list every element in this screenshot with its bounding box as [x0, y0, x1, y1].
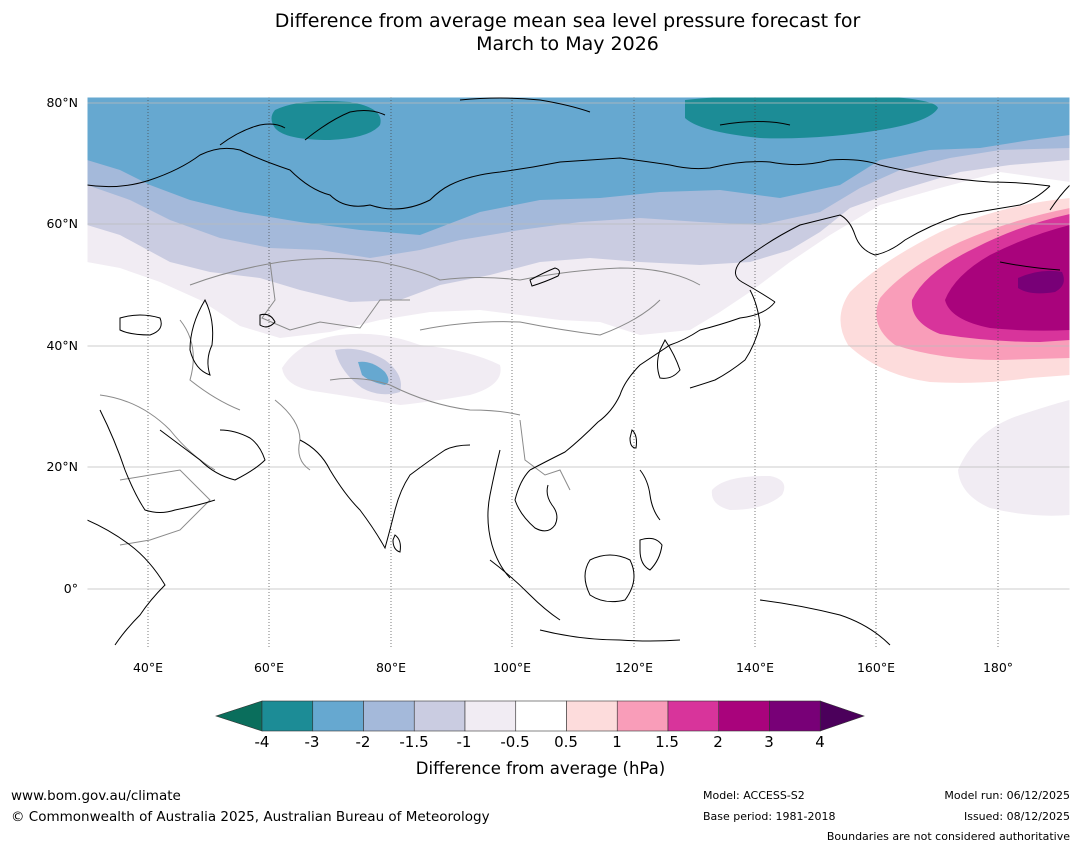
anomaly-band-pos-3 [1018, 270, 1064, 294]
latitude-lines [87, 102, 1070, 590]
colorbar-segment [769, 700, 821, 732]
footer-disclaimer: Boundaries are not considered authoritat… [826, 830, 1070, 843]
colorbar-tick: 1 [612, 733, 622, 751]
colorbar-extend-high [819, 700, 865, 732]
anomaly-band-pos-2 [945, 225, 1070, 331]
lon-label-80e: 80°E [375, 660, 407, 675]
lat-label-20n: 20°N [46, 459, 78, 474]
colorbar-segment [566, 700, 618, 732]
lon-label-100e: 100°E [492, 660, 531, 675]
footer-model-run: Model run: 06/12/2025 [944, 789, 1070, 802]
colorbar-title: Difference from average (hPa) [415, 759, 666, 778]
colorbar-segment [616, 700, 669, 732]
colorbar-tick: 0.5 [554, 733, 578, 751]
anomaly-tibet-inner [358, 361, 389, 385]
lon-label-140e: 140°E [735, 660, 774, 675]
colorbar-segment [363, 700, 415, 732]
lon-label-120e: 120°E [614, 660, 653, 675]
graticule [147, 97, 999, 649]
forecast-map [86, 96, 1071, 650]
anomaly-band-neg-4-west [271, 101, 381, 140]
coastlines [87, 97, 1070, 646]
anomaly-band-neg-4-east [685, 97, 938, 139]
anomaly-patch-philippine-sea [711, 475, 785, 510]
map-frame [86, 96, 1071, 650]
colorbar-tick: -2 [355, 733, 371, 751]
title-line-2: March to May 2026 [476, 33, 659, 55]
colorbar-tick: 4 [815, 733, 825, 751]
colorbar-tick: 1.5 [655, 733, 679, 751]
lon-label-40e: 40°E [132, 660, 164, 675]
colorbar-segment [718, 700, 770, 732]
colorbar-segment [261, 700, 314, 732]
colorbar-segment [515, 700, 567, 732]
footer-issued: Issued: 08/12/2025 [963, 810, 1070, 823]
colorbar-extend-low [215, 700, 263, 732]
country-borders [99, 258, 701, 546]
colorbar-tick: 2 [713, 733, 723, 751]
colorbar-segment [464, 700, 517, 732]
lon-label-60e: 60°E [253, 660, 285, 675]
lon-label-160e: 160°E [856, 660, 895, 675]
footer-copyright: © Commonwealth of Australia 2025, Austra… [11, 809, 490, 825]
colorbar-tick: -3 [304, 733, 320, 751]
footer-website: www.bom.gov.au/climate [11, 788, 181, 804]
colorbar-segment [312, 700, 364, 732]
lat-label-0: 0° [63, 581, 78, 596]
lat-label-60n: 60°N [46, 216, 78, 231]
lat-label-80n: 80°N [46, 95, 78, 110]
colorbar-tick: -4 [254, 733, 270, 751]
colorbar-tick: -0.5 [500, 733, 530, 751]
chart-title: Difference from average mean sea level p… [0, 10, 1081, 56]
colorbar-tick: -1.5 [399, 733, 429, 751]
lon-label-180: 180° [982, 660, 1014, 675]
colorbar-segment [667, 700, 720, 732]
footer-base-period: Base period: 1981-2018 [703, 810, 836, 823]
title-line-1: Difference from average mean sea level p… [274, 10, 861, 32]
colorbar-segment [413, 700, 466, 732]
lat-label-40n: 40°N [46, 338, 78, 353]
footer-model: Model: ACCESS-S2 [703, 789, 805, 802]
colorbar-tick: -1 [456, 733, 472, 751]
colorbar-tick: 3 [764, 733, 774, 751]
anomaly-patch-central-pacific [958, 400, 1070, 516]
